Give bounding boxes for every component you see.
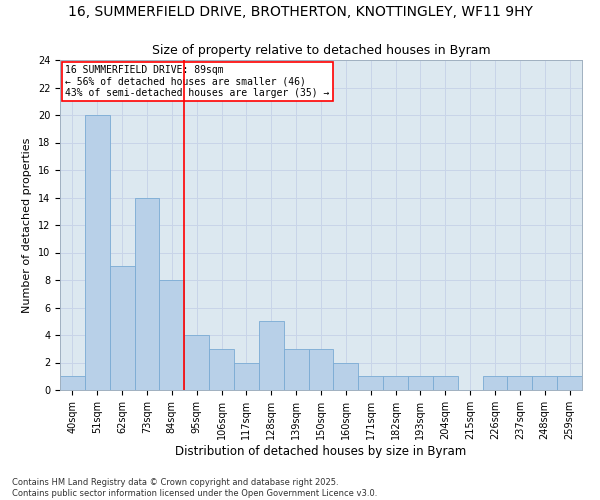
Bar — [433, 376, 458, 390]
Title: Size of property relative to detached houses in Byram: Size of property relative to detached ho… — [152, 44, 490, 58]
Bar — [358, 376, 383, 390]
Text: Contains HM Land Registry data © Crown copyright and database right 2025.
Contai: Contains HM Land Registry data © Crown c… — [12, 478, 377, 498]
Bar — [110, 266, 134, 390]
Bar — [134, 198, 160, 390]
X-axis label: Distribution of detached houses by size in Byram: Distribution of detached houses by size … — [175, 444, 467, 458]
Y-axis label: Number of detached properties: Number of detached properties — [22, 138, 32, 312]
Bar — [408, 376, 433, 390]
Text: 16, SUMMERFIELD DRIVE, BROTHERTON, KNOTTINGLEY, WF11 9HY: 16, SUMMERFIELD DRIVE, BROTHERTON, KNOTT… — [68, 5, 532, 19]
Bar — [508, 376, 532, 390]
Bar — [557, 376, 582, 390]
Bar — [160, 280, 184, 390]
Bar — [308, 349, 334, 390]
Bar — [284, 349, 308, 390]
Bar — [532, 376, 557, 390]
Bar — [184, 335, 209, 390]
Bar — [234, 362, 259, 390]
Bar — [259, 322, 284, 390]
Bar — [383, 376, 408, 390]
Bar — [209, 349, 234, 390]
Bar — [85, 115, 110, 390]
Bar — [60, 376, 85, 390]
Text: 16 SUMMERFIELD DRIVE: 89sqm
← 56% of detached houses are smaller (46)
43% of sem: 16 SUMMERFIELD DRIVE: 89sqm ← 56% of det… — [65, 65, 329, 98]
Bar — [334, 362, 358, 390]
Bar — [482, 376, 508, 390]
